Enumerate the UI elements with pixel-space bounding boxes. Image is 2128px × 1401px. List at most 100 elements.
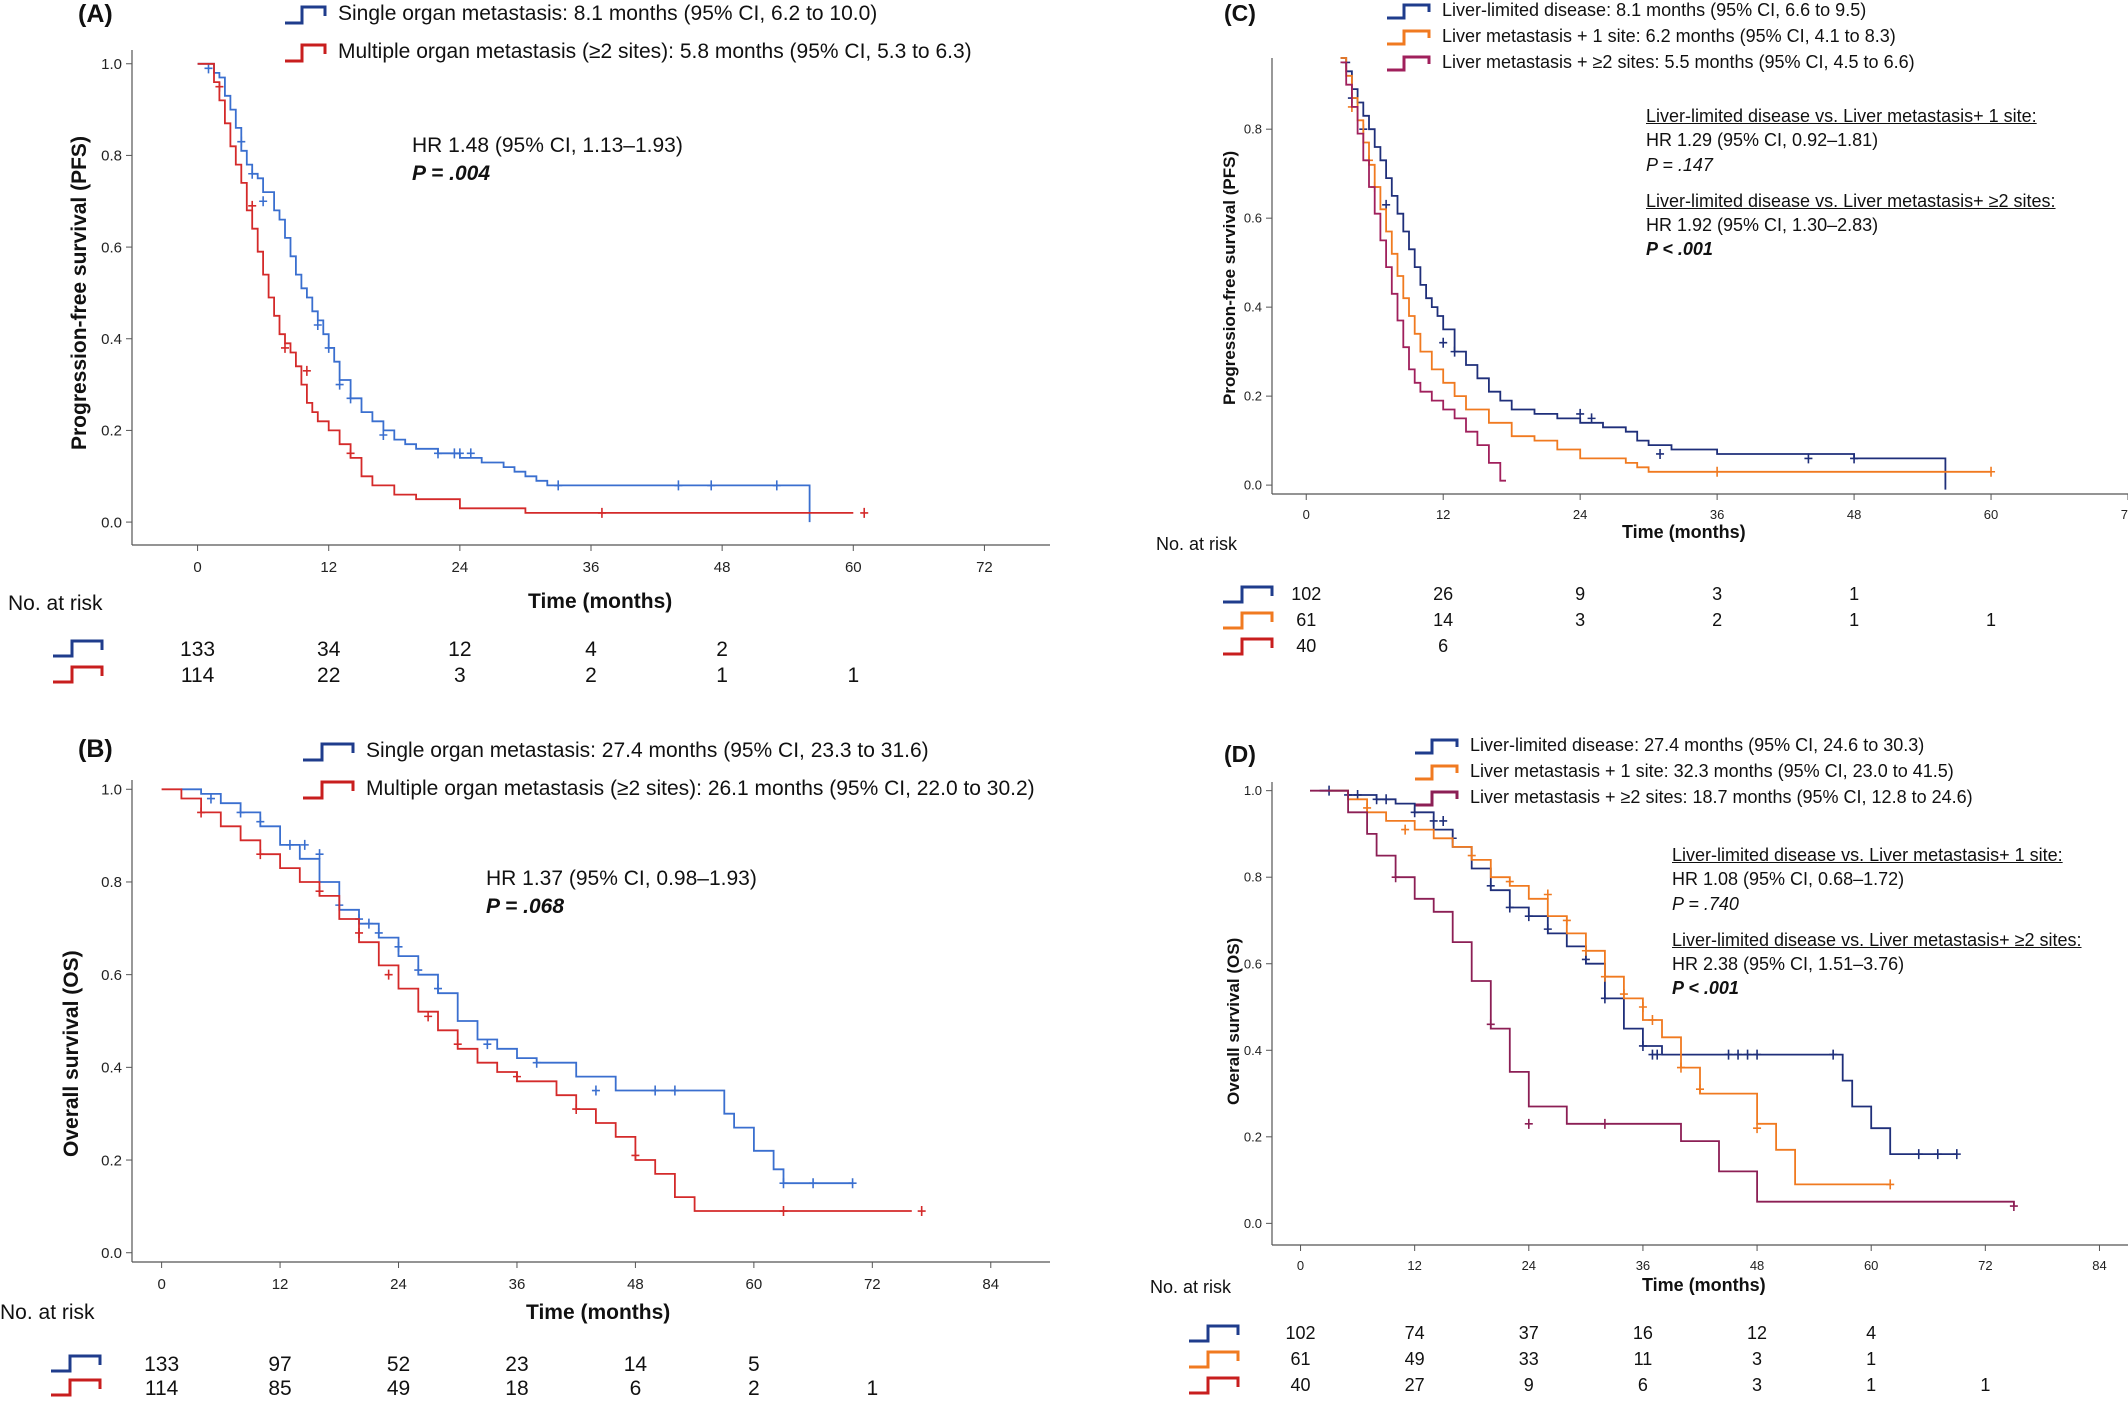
censor-mark xyxy=(414,965,423,976)
at-risk-count: 33 xyxy=(1518,1349,1539,1369)
at-risk-count: 1 xyxy=(1866,1349,1877,1369)
legend-label: Multiple organ metastasis (≥2 sites): 26… xyxy=(366,777,1035,800)
censor-mark xyxy=(1410,807,1419,818)
at-risk-count: 61 xyxy=(1296,610,1317,630)
at-risk-row-key xyxy=(1189,1376,1240,1395)
at-risk-count: 9 xyxy=(1575,584,1586,604)
at-risk-row-key xyxy=(1189,1350,1240,1369)
at-risk-count: 2 xyxy=(716,638,728,661)
censor-mark xyxy=(1638,1040,1647,1051)
p-value: P = .740 xyxy=(1672,893,1739,914)
x-tick-label: 12 xyxy=(1407,1258,1421,1273)
censor-mark xyxy=(1696,1084,1704,1095)
at-risk-count: 85 xyxy=(268,1377,292,1400)
censor-mark xyxy=(1724,1049,1733,1060)
at-risk-count: 2 xyxy=(585,664,597,687)
censor-mark xyxy=(315,849,324,860)
at-risk-count: 40 xyxy=(1296,636,1317,656)
censor-mark xyxy=(1886,1179,1895,1190)
at-risk-count: 34 xyxy=(317,638,341,661)
x-axis-label: Time (months) xyxy=(528,590,673,613)
censor-mark xyxy=(379,430,388,440)
x-tick-label: 48 xyxy=(627,1276,644,1293)
censor-mark xyxy=(1734,1049,1743,1060)
survival-curve-1 xyxy=(161,788,912,1212)
censor-mark xyxy=(394,941,403,952)
survival-curve-1 xyxy=(1329,789,1891,1186)
legend-label: Liver metastasis + 1 site: 32.3 months (… xyxy=(1470,761,1954,781)
censor-mark xyxy=(1850,453,1859,464)
hazard-annotation: HR 1.48 (95% CI, 1.13–1.93) P = .004 xyxy=(412,132,683,189)
x-tick-label: 36 xyxy=(509,1276,526,1293)
y-tick-label: 0.6 xyxy=(101,967,122,984)
y-tick-label: 0.4 xyxy=(101,331,122,348)
censor-mark xyxy=(1713,466,1722,477)
at-risk-title: No. at risk xyxy=(0,1301,95,1324)
censor-mark xyxy=(1543,924,1552,935)
at-risk-count: 14 xyxy=(1433,610,1454,630)
x-tick-label: 60 xyxy=(746,1276,763,1293)
censor-mark xyxy=(670,1085,679,1096)
at-risk-count: 6 xyxy=(1438,636,1449,656)
at-risk-title: No. at risk xyxy=(1150,1277,1232,1297)
y-tick-label: 1.0 xyxy=(101,56,122,73)
at-risk-count: 40 xyxy=(1290,1375,1311,1395)
x-tick-label: 36 xyxy=(1710,507,1724,522)
at-risk-row-key xyxy=(53,665,104,684)
censor-mark xyxy=(248,200,257,211)
at-risk-count: 74 xyxy=(1404,1323,1425,1343)
censor-mark xyxy=(917,1206,926,1217)
x-axis-label: Time (months) xyxy=(1622,522,1746,542)
hazard-ratio: HR 1.37 (95% CI, 0.98–1.93) xyxy=(486,867,757,890)
at-risk-count: 1 xyxy=(1980,1375,1991,1395)
x-axis-label: Time (months) xyxy=(526,1301,671,1324)
censor-mark xyxy=(313,320,322,330)
at-risk-count: 4 xyxy=(1866,1323,1877,1343)
legend-entry-liver-limited: Liver-limited disease: 27.4 months (95% … xyxy=(1414,735,1924,756)
censor-mark xyxy=(281,342,289,353)
legend-key-liver-limited xyxy=(1415,738,1459,754)
at-risk-row-key xyxy=(1223,585,1274,604)
at-risk-row-key xyxy=(1189,1324,1240,1343)
censor-mark xyxy=(364,918,373,929)
x-tick-label: 72 xyxy=(864,1276,881,1293)
x-tick-label: 72 xyxy=(1978,1258,1992,1273)
y-tick-label: 0.6 xyxy=(1244,956,1262,971)
censor-mark xyxy=(1933,1149,1942,1160)
censor-mark xyxy=(1562,915,1571,926)
at-risk-count: 22 xyxy=(317,664,341,687)
at-risk-title: No. at risk xyxy=(8,592,103,615)
x-tick-label: 36 xyxy=(583,559,600,576)
at-risk-count: 3 xyxy=(1752,1349,1763,1369)
y-tick-label: 0.0 xyxy=(101,514,122,531)
at-risk-count: 6 xyxy=(1637,1375,1648,1395)
legend-entry-multiple: Multiple organ metastasis (≥2 sites): 26… xyxy=(302,777,1035,801)
at-risk-count: 49 xyxy=(386,1377,411,1400)
comparison-annotation: Liver-limited disease vs. Liver metastas… xyxy=(1646,104,2056,262)
legend-label: Single organ metastasis: 8.1 months (95%… xyxy=(338,2,878,25)
x-tick-label: 12 xyxy=(1436,507,1450,522)
at-risk-count: 49 xyxy=(1404,1349,1425,1369)
censor-mark xyxy=(300,839,309,850)
y-tick-label: 0.6 xyxy=(1244,211,1262,226)
censor-mark xyxy=(1581,954,1590,965)
censor-mark xyxy=(324,342,333,353)
x-tick-label: 24 xyxy=(1573,507,1587,522)
censor-mark xyxy=(1505,876,1514,887)
legend-key-single xyxy=(303,742,355,762)
legend-entry-one-site: Liver metastasis + 1 site: 32.3 months (… xyxy=(1414,761,1954,782)
censor-mark xyxy=(631,1150,640,1161)
censor-mark xyxy=(355,927,364,938)
x-tick-label: 12 xyxy=(272,1276,289,1293)
censor-mark xyxy=(1600,971,1609,982)
censor-mark xyxy=(453,1039,462,1050)
at-risk-count: 2 xyxy=(748,1377,760,1400)
at-risk-count: 1 xyxy=(716,664,728,687)
censor-mark xyxy=(1353,789,1362,800)
censor-mark xyxy=(384,969,393,980)
panel-b: (B) Single organ metastasis: 27.4 months… xyxy=(0,697,1064,1400)
comparison-title: Liver-limited disease vs. Liver metastas… xyxy=(1646,190,2056,211)
at-risk-row-key xyxy=(1223,611,1274,630)
censor-mark xyxy=(206,793,215,804)
at-risk-count: 18 xyxy=(505,1377,529,1400)
